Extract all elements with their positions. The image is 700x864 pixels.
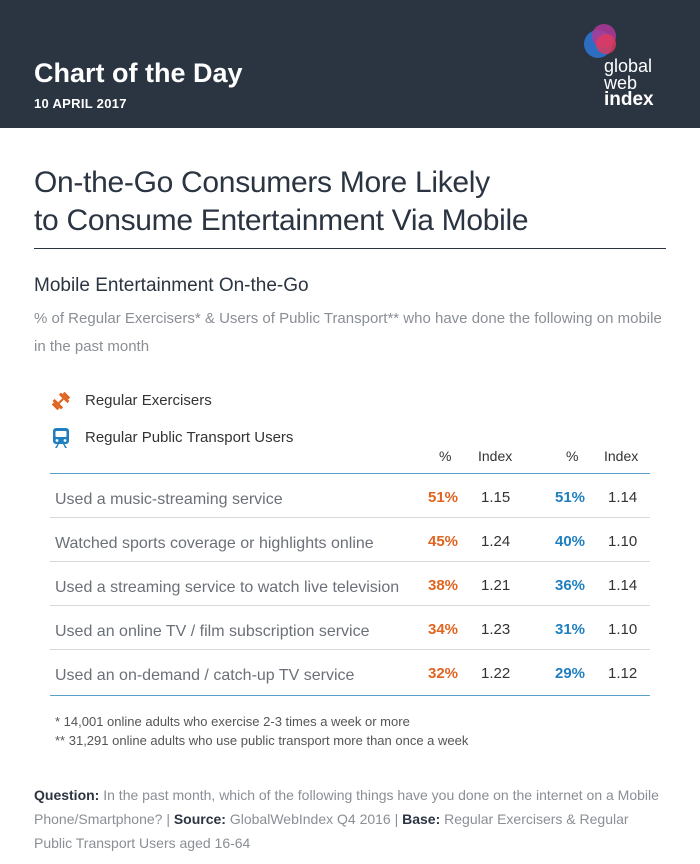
transport-percent: 29% (555, 665, 586, 682)
exercisers-percent: 38% (428, 577, 459, 594)
exercisers-index: 1.22 (481, 665, 511, 682)
row-label: Used an on-demand / catch-up TV service (55, 667, 355, 684)
source-text: GlobalWebIndex Q4 2016 | (225, 811, 403, 827)
title-divider (34, 248, 666, 249)
footnote-exercisers: * 14,001 online adults who exercise 2-3 … (55, 714, 410, 729)
logo-circle-red (596, 34, 616, 54)
row-label: Used a music-streaming service (55, 491, 283, 508)
table-row: Used an online TV / film subscription se… (50, 606, 650, 650)
row-label: Watched sports coverage or highlights on… (55, 535, 374, 552)
logo-text-web: web (604, 73, 638, 93)
main-title-line-2: to Consume Entertainment Via Mobile (34, 204, 529, 237)
footer-source-text: Question: In the past month, which of th… (34, 783, 664, 855)
transport-index: 1.10 (608, 621, 638, 638)
chart-description: % of Regular Exercisers* & Users of Publ… (34, 310, 662, 355)
main-title: On-the-Go Consumers More Likely to Consu… (34, 164, 664, 240)
table-row: Watched sports coverage or highlights on… (50, 518, 650, 562)
transport-index: 1.14 (608, 489, 638, 506)
question-text: In the past month, which of the followin… (34, 787, 659, 827)
exercisers-percent: 45% (428, 533, 459, 550)
transport-percent: 31% (555, 621, 586, 638)
table-row: Used a music-streaming service 51% 1.15 … (50, 474, 650, 518)
transport-index: 1.14 (608, 577, 638, 594)
exercisers-index: 1.21 (481, 577, 511, 594)
column-header-transport-pct: % (566, 448, 579, 464)
legend-label-transport: Regular Public Transport Users (85, 429, 294, 446)
exercisers-percent: 34% (428, 621, 459, 638)
globalwebindex-logo: global web index (578, 24, 678, 114)
exercisers-percent: 51% (428, 489, 459, 506)
transport-percent: 51% (555, 489, 586, 506)
exercisers-index: 1.15 (481, 489, 511, 506)
row-divider (50, 517, 650, 518)
transport-percent: 40% (555, 533, 586, 550)
logo-text-index: index (604, 89, 654, 110)
table-bottom-line (50, 695, 650, 696)
header-title: Chart of the Day (34, 58, 243, 88)
row-divider (50, 605, 650, 606)
row-label: Used a streaming service to watch live t… (55, 579, 400, 596)
exercisers-index: 1.23 (481, 621, 511, 638)
base-label: Base: (402, 811, 441, 827)
header-banner: Chart of the Day 10 APRIL 2017 global we… (0, 0, 700, 128)
legend-label-exercisers: Regular Exercisers (85, 392, 212, 409)
dumbbell-icon (52, 392, 70, 410)
footnote-transport: ** 31,291 online adults who use public t… (55, 733, 469, 748)
transport-percent: 36% (555, 577, 586, 594)
question-label: Question: (34, 787, 100, 803)
exercisers-index: 1.24 (481, 533, 511, 550)
source-label: Source: (173, 811, 226, 827)
base-text: Regular Exercisers & Regular Public Tran… (34, 811, 629, 851)
row-divider (50, 561, 650, 562)
column-header-exercisers-pct: % (439, 448, 452, 464)
table-row: Used an on-demand / catch-up TV service … (50, 650, 650, 694)
row-label: Used an online TV / film subscription se… (55, 623, 370, 640)
chart-subtitle: Mobile Entertainment On-the-Go (34, 275, 309, 296)
train-icon (53, 428, 69, 448)
table-row: Used a streaming service to watch live t… (50, 562, 650, 606)
header-date: 10 APRIL 2017 (34, 96, 127, 111)
transport-index: 1.10 (608, 533, 638, 550)
transport-index: 1.12 (608, 665, 638, 682)
row-divider (50, 649, 650, 650)
logo-text-global: global (604, 56, 653, 76)
exercisers-percent: 32% (428, 665, 459, 682)
main-title-line-1: On-the-Go Consumers More Likely (34, 166, 490, 199)
column-header-exercisers-index: Index (478, 448, 513, 464)
table-top-line (50, 473, 650, 474)
column-header-transport-index: Index (604, 448, 639, 464)
